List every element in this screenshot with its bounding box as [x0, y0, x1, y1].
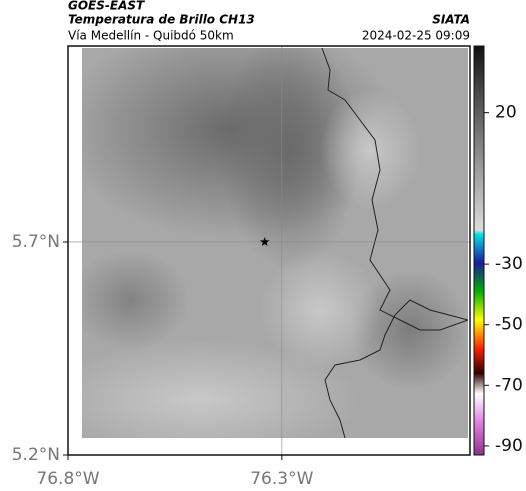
colorbar-tick-label: 20: [495, 103, 517, 123]
y-tick-label: 5.7°N: [12, 232, 60, 252]
satellite: GOES-EAST: [68, 0, 145, 13]
colorbar: [473, 45, 485, 456]
map-frame: [67, 45, 471, 456]
subtitle: Vía Medellín - Quibdó 50km: [68, 29, 234, 43]
x-tick-label: 76.8°W: [36, 469, 99, 489]
colorbar-tick-label: -90: [495, 436, 523, 456]
colorbar-tick-label: -30: [495, 254, 523, 274]
colorbar-ticks: 20 -30 -50 -70 -90: [484, 103, 523, 456]
colorbar-tick-label: -50: [495, 315, 523, 335]
title: Temperatura de Brillo CH13: [68, 13, 255, 27]
colorbar-tick-label: -70: [495, 375, 523, 395]
y-tick-label: 5.2°N: [12, 445, 60, 465]
x-tick-label: 76.3°W: [250, 469, 313, 489]
datetime: 2024-02-25 09:09: [362, 29, 470, 43]
imagery: [82, 48, 468, 438]
source: SIATA: [432, 13, 470, 27]
map-layer: 76.8°W 76.3°W 5.2°N 5.7°N: [12, 46, 470, 489]
location-marker: [260, 237, 270, 246]
